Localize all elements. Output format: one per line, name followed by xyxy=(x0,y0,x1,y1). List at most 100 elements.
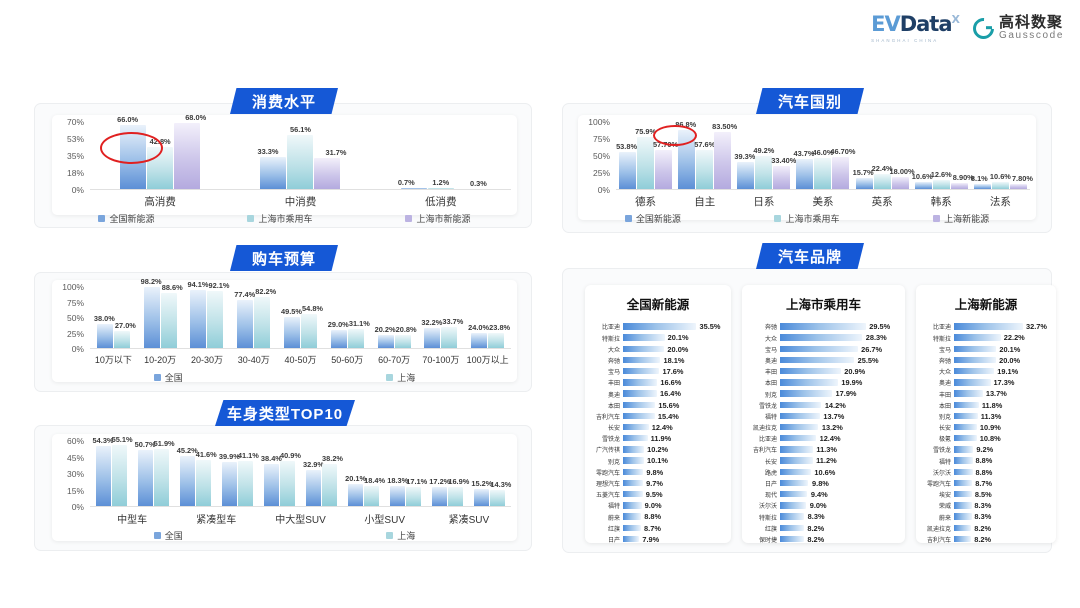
brand-rank-row[interactable]: 雪铁龙 14.2% xyxy=(744,400,899,411)
brand-rank-row[interactable]: 奥迪 17.3% xyxy=(918,378,1050,389)
brand-rank-row[interactable]: 沃尔沃 8.8% xyxy=(918,467,1050,478)
brand-rank-row[interactable]: 丰田 13.7% xyxy=(918,389,1050,400)
brand-rank-row[interactable]: 保时捷 8.2% xyxy=(744,534,899,545)
brand-value-label: 13.2% xyxy=(821,422,843,432)
brand-rank-row[interactable]: 零跑汽车 8.7% xyxy=(918,478,1050,489)
brand-rank-row[interactable]: 福特 8.8% xyxy=(918,456,1050,467)
brand-rank-row[interactable]: 奔驰 29.5% xyxy=(744,322,899,333)
brand-bar-fill xyxy=(623,423,649,431)
brand-rank-row[interactable]: 宝马 26.7% xyxy=(744,344,899,355)
legend-item[interactable]: 上海市新能源 xyxy=(405,212,471,225)
brand-rank-row[interactable]: 埃安 8.5% xyxy=(918,489,1050,500)
legend-item[interactable]: 上海新能源 xyxy=(933,212,989,225)
brand-rank-row[interactable]: 吉利汽车 11.3% xyxy=(744,445,899,456)
brand-value-label: 10.1% xyxy=(646,456,668,466)
bar-wrap: 46.0% xyxy=(813,122,833,189)
brand-rank-row[interactable]: 长安 11.2% xyxy=(744,456,899,467)
bar-wrap: 54.8% xyxy=(301,287,323,348)
brand-rank-row[interactable]: 凯迪拉克 8.2% xyxy=(918,523,1050,534)
brand-rank-row[interactable]: 特斯拉 22.2% xyxy=(918,333,1050,344)
brand-rank-row[interactable]: 别克 11.3% xyxy=(918,411,1050,422)
y-tick: 50% xyxy=(592,151,610,161)
brand-rank-row[interactable]: 日产 9.8% xyxy=(744,478,899,489)
brand-rank-row[interactable]: 长安 12.4% xyxy=(587,422,725,433)
brand-bar-track: 13.7% xyxy=(954,389,1050,400)
brand-rank-row[interactable]: 别克 10.1% xyxy=(587,456,725,467)
bar xyxy=(254,297,271,348)
brand-bar-track: 29.5% xyxy=(780,322,899,333)
y-tick: 25% xyxy=(66,328,84,339)
x-axis-labels: 德系 自主 日系 美系 英系 韩系 法系 xyxy=(616,194,1030,209)
brand-rank-row[interactable]: 比亚迪 12.4% xyxy=(744,433,899,444)
brand-rank-row[interactable]: 本田 19.9% xyxy=(744,378,899,389)
brand-rank-row[interactable]: 宝马 17.6% xyxy=(587,366,725,377)
brand-rank-row[interactable]: 大众 28.3% xyxy=(744,333,899,344)
legend-item[interactable]: 上海市乘用车 xyxy=(774,212,839,225)
bar xyxy=(696,149,714,189)
brand-bar-track: 35.5% xyxy=(623,322,725,333)
bar-value-label: 56.1% xyxy=(290,124,311,134)
brand-rank-row[interactable]: 本田 15.6% xyxy=(587,400,725,411)
brand-rank-row[interactable]: 长安 10.9% xyxy=(918,422,1050,433)
brand-bar-track: 11.9% xyxy=(623,433,725,444)
brand-rank-row[interactable]: 丰田 20.9% xyxy=(744,366,899,377)
bar-value-label: 49.2% xyxy=(753,145,775,155)
legend-item[interactable]: 上海 xyxy=(386,371,415,384)
legend-item[interactable]: 全国 xyxy=(153,371,183,384)
brand-name: 红旗 xyxy=(764,526,777,533)
brand-name: 雪铁龙 xyxy=(758,403,777,410)
bar-value-label: 86.8% xyxy=(675,119,697,129)
bar-wrap: 14.3% xyxy=(490,441,511,506)
x-tick-label: 30-40万 xyxy=(237,355,270,365)
brand-rank-row[interactable]: 日产 7.9% xyxy=(587,534,725,545)
brand-rank-row[interactable]: 比亚迪 32.7% xyxy=(918,322,1050,333)
brand-rank-row[interactable]: 广汽传祺 10.2% xyxy=(587,445,725,456)
brand-rank-row[interactable]: 大众 19.1% xyxy=(918,366,1050,377)
legend-item[interactable]: 上海 xyxy=(386,529,415,542)
legend-item[interactable]: 全国新能源 xyxy=(98,212,155,225)
brand-rank-row[interactable]: 雪铁龙 11.9% xyxy=(587,433,725,444)
bar-value-label: 17.2% xyxy=(429,477,451,487)
brand-name: 五菱汽车 xyxy=(595,493,620,500)
brand-rank-row[interactable]: 奥迪 16.4% xyxy=(587,389,725,400)
brand-rank-row[interactable]: 理想汽车 9.7% xyxy=(587,478,725,489)
brand-rank-row[interactable]: 大众 20.0% xyxy=(587,344,725,355)
brand-rank-row[interactable]: 别克 17.9% xyxy=(744,389,899,400)
brand-rank-row[interactable]: 极氪 10.8% xyxy=(918,433,1050,444)
brand-rank-row[interactable]: 沃尔沃 9.0% xyxy=(744,501,899,512)
brand-bar-fill xyxy=(954,502,972,509)
bar xyxy=(474,489,490,506)
legend-item[interactable]: 全国 xyxy=(153,529,183,542)
brand-rank-row[interactable]: 蔚来 8.3% xyxy=(918,512,1050,523)
brand-rank-row[interactable]: 红旗 8.7% xyxy=(587,523,725,534)
brand-rank-row[interactable]: 特斯拉 8.3% xyxy=(744,512,899,523)
brand-rank-row[interactable]: 红旗 8.2% xyxy=(744,523,899,534)
brand-bar-fill xyxy=(780,502,807,509)
brand-value-label: 14.2% xyxy=(824,400,846,410)
brand-rank-row[interactable]: 福特 9.0% xyxy=(587,501,725,512)
brand-rank-row[interactable]: 荣威 8.3% xyxy=(918,501,1050,512)
brand-rank-row[interactable]: 零跑汽车 9.8% xyxy=(587,467,725,478)
brand-rank-row[interactable]: 本田 11.8% xyxy=(918,400,1050,411)
brand-rank-row[interactable]: 奔驰 20.0% xyxy=(918,355,1050,366)
brand-rank-row[interactable]: 奥迪 25.5% xyxy=(744,355,899,366)
brand-rank-row[interactable]: 路虎 10.6% xyxy=(744,467,899,478)
brand-rank-row[interactable]: 福特 13.7% xyxy=(744,411,899,422)
brand-rank-row[interactable]: 蔚来 8.8% xyxy=(587,512,725,523)
brand-bar-track: 10.8% xyxy=(954,433,1050,444)
brand-rank-row[interactable]: 现代 9.4% xyxy=(744,489,899,500)
brand-rank-row[interactable]: 凯迪拉克 13.2% xyxy=(744,422,899,433)
legend-item[interactable]: 上海市乘用车 xyxy=(247,212,313,225)
brand-bar-fill xyxy=(954,513,972,520)
brand-rank-row[interactable]: 五菱汽车 9.5% xyxy=(587,489,725,500)
brand-rank-row[interactable]: 特斯拉 20.1% xyxy=(587,333,725,344)
brand-rank-row[interactable]: 奔驰 18.1% xyxy=(587,355,725,366)
brand-rank-row[interactable]: 宝马 20.1% xyxy=(918,344,1050,355)
brand-rank-row[interactable]: 丰田 16.6% xyxy=(587,378,725,389)
brand-bar-fill xyxy=(623,502,642,509)
brand-rank-row[interactable]: 吉利汽车 15.4% xyxy=(587,411,725,422)
brand-rank-row[interactable]: 雪铁龙 9.2% xyxy=(918,445,1050,456)
legend-item[interactable]: 全国新能源 xyxy=(624,212,681,225)
brand-rank-row[interactable]: 吉利汽车 8.2% xyxy=(918,534,1050,545)
brand-rank-row[interactable]: 比亚迪 35.5% xyxy=(587,322,725,333)
